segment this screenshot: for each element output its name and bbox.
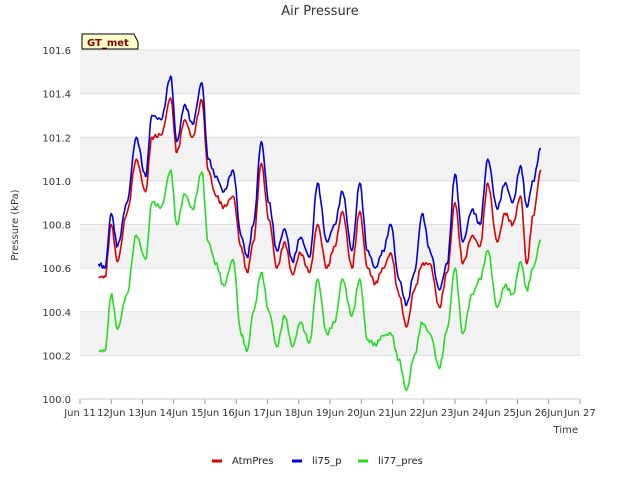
y-axis-title: Pressure (kPa): [10, 189, 21, 260]
y-tick-label: 100.4: [42, 308, 71, 319]
y-tick-label: 101.4: [42, 90, 71, 101]
grid-band: [80, 311, 580, 356]
x-axis-title: Time: [553, 425, 578, 436]
x-tick-label: 16Jun: [222, 408, 250, 419]
x-tick-label: 14Jun: [160, 408, 188, 419]
y-tick-label: 101.6: [42, 46, 71, 57]
y-tick-label: 100.6: [42, 264, 71, 275]
y-tick-label: 100.0: [42, 395, 71, 406]
legend-label: AtmPres: [232, 456, 273, 467]
y-axis-ticks: 100.0 100.2 100.4 100.6 100.8 101.0 101.2 101.4…: [42, 46, 71, 406]
x-tick-label: 18Jun: [285, 408, 313, 419]
y-tick-label: 101.0: [42, 177, 71, 188]
y-tick-label: 100.8: [42, 221, 71, 232]
x-tick-label: 13Jun: [128, 408, 156, 419]
x-tick-label: 15Jun: [191, 408, 219, 419]
x-tick-label: 21Jun: [378, 408, 406, 419]
gt-met-badge: GT_met: [81, 33, 139, 50]
badge-label: GT_met: [87, 38, 129, 49]
grid-band: [80, 137, 580, 181]
y-tick-label: 101.2: [42, 133, 71, 144]
x-tick-label: 24Jun: [472, 408, 500, 419]
y-tick-label: 100.2: [42, 351, 71, 362]
x-tick-label: 19Jun: [316, 408, 344, 419]
series-lines: [97, 75, 542, 392]
legend-label: li75_p: [312, 456, 342, 467]
x-tick-label: 12Jun: [97, 408, 125, 419]
x-tick-label: 22Jun: [410, 408, 438, 419]
grid-bands: [80, 50, 580, 356]
x-tick-label: 23Jun: [441, 408, 469, 419]
grid-lines: [80, 49, 580, 400]
x-tick-label: 20Jun: [347, 408, 375, 419]
grid-band: [80, 50, 580, 94]
badge-shape: [81, 33, 139, 50]
series-line-li77-pres: [98, 169, 542, 392]
legend: AtmPres li75_p li77_pres: [212, 456, 423, 467]
legend-label: li77_pres: [378, 456, 423, 467]
x-tick-label: 25Jun: [503, 408, 531, 419]
x-axis-ticks: Jun 11 12Jun 13Jun 14Jun 15Jun 16Jun 17Jun 18Ju…: [63, 399, 596, 419]
x-tick-label: 26Jun: [535, 408, 563, 419]
series-line-atmpres: [98, 97, 542, 328]
chart-title: Air Pressure: [281, 4, 359, 19]
x-tick-label: Jun 27: [563, 408, 596, 419]
series-line-li75-p: [97, 75, 542, 307]
x-tick-label: 17Jun: [253, 408, 281, 419]
x-tick-label: Jun 11: [63, 408, 96, 419]
